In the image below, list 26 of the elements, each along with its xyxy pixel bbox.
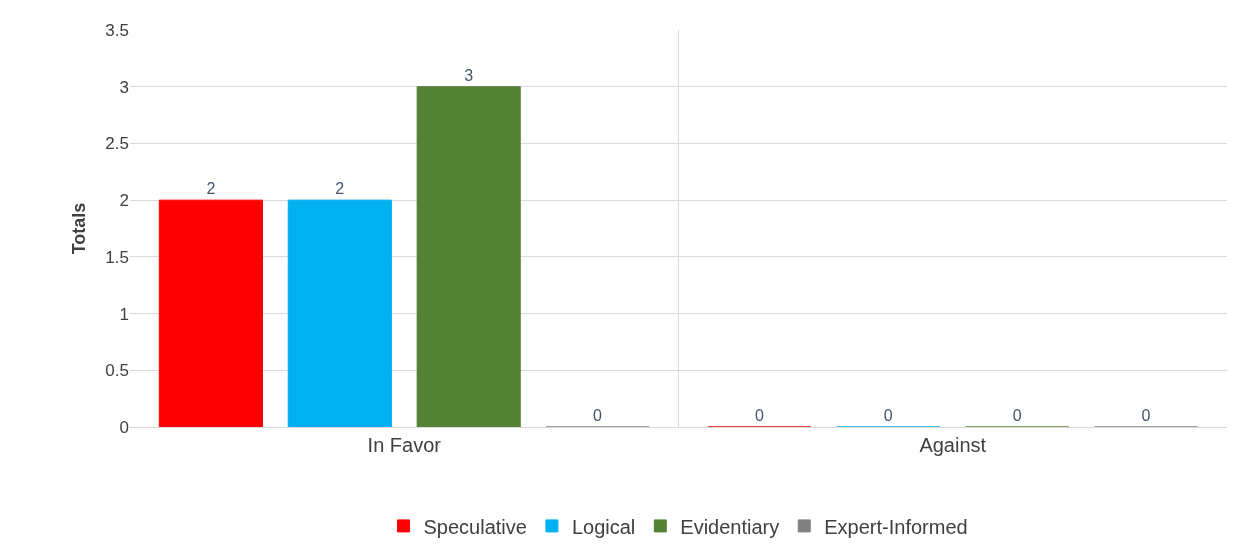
data-label: 3: [464, 66, 474, 84]
data-label: 0: [883, 407, 893, 424]
y-tick-label: 3: [119, 77, 129, 97]
legend-label: Evidentiary: [680, 515, 780, 538]
data-label: 0: [754, 407, 764, 424]
data-label: 0: [593, 407, 603, 424]
legend-label: Speculative: [423, 515, 527, 538]
legend-label: Expert-Informed: [824, 515, 968, 538]
y-axis-title: Totals: [68, 202, 89, 255]
bar: [416, 86, 521, 427]
data-label: 0: [1012, 407, 1022, 424]
data-label: 2: [206, 180, 216, 198]
y-tick-label: 0.5: [105, 361, 129, 381]
y-tick-label: 2.5: [105, 134, 129, 154]
legend-label: Logical: [571, 515, 636, 538]
y-tick-label: 1: [119, 304, 129, 324]
data-label: 0: [1141, 407, 1151, 424]
data-label: 2: [335, 180, 345, 198]
y-tick-label: 0: [119, 417, 129, 437]
y-tick-label: 1.5: [105, 247, 129, 267]
x-tick-label: Against: [919, 434, 987, 456]
y-tick-label: 3.5: [105, 20, 129, 40]
bar: [158, 199, 263, 427]
bar: [287, 199, 392, 427]
y-tick-label: 2: [119, 191, 129, 211]
x-tick-label: In Favor: [367, 434, 442, 456]
